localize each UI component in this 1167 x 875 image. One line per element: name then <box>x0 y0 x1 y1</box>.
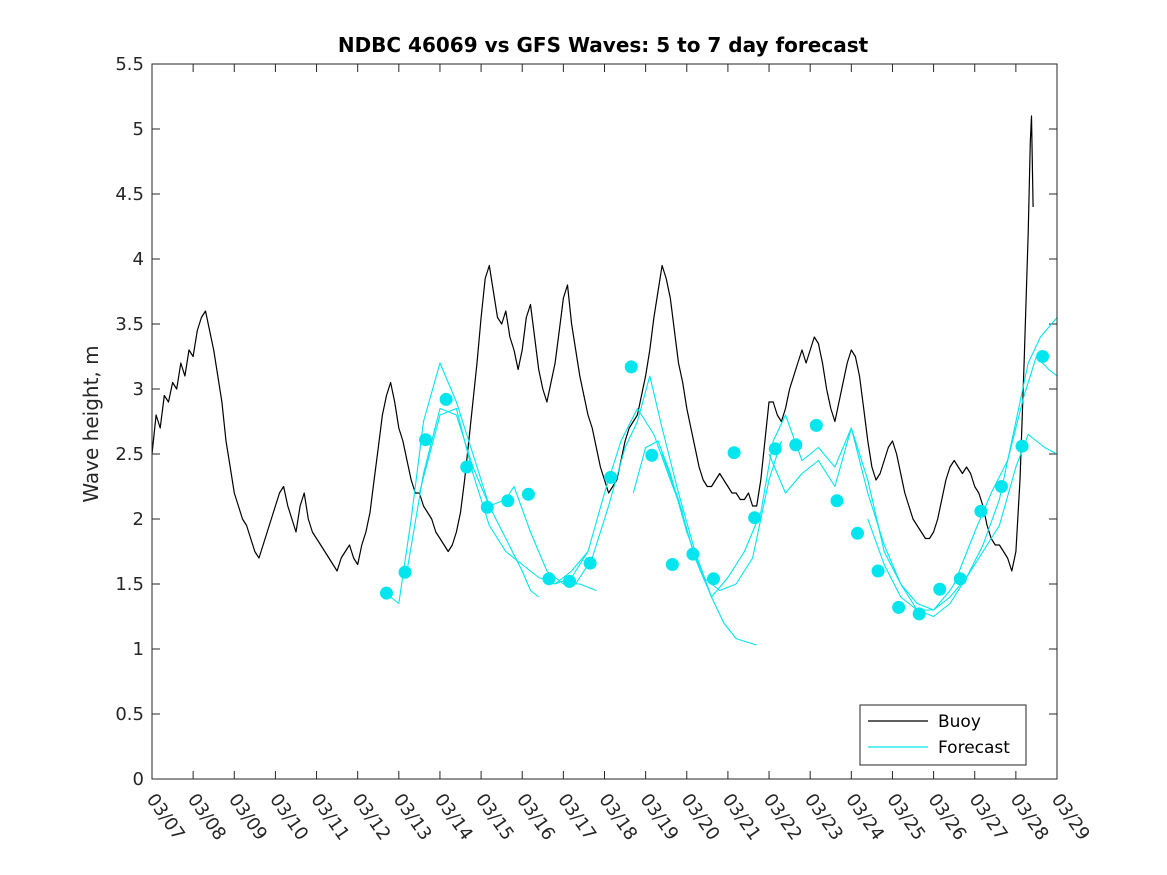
forecast-marker <box>789 438 803 452</box>
forecast-marker <box>583 556 597 570</box>
forecast-marker <box>974 504 988 518</box>
forecast-marker <box>953 572 967 586</box>
forecast-marker <box>686 547 700 561</box>
forecast-marker <box>604 470 618 484</box>
forecast-series-line-1 <box>390 362 540 605</box>
y-tick-label: 4 <box>133 249 144 270</box>
forecast-marker <box>994 480 1008 493</box>
forecast-marker <box>850 526 864 540</box>
forecast-marker <box>563 574 577 588</box>
forecast-marker <box>1015 439 1029 453</box>
forecast-series-line-5 <box>575 375 757 646</box>
forecast-marker <box>501 494 515 508</box>
forecast-marker <box>521 487 535 501</box>
y-tick-label: 5 <box>133 119 144 140</box>
forecast-marker <box>460 460 474 474</box>
forecast-marker <box>379 586 393 600</box>
legend: Buoy Forecast <box>859 704 1027 766</box>
y-tick-label: 3.5 <box>115 314 144 335</box>
chart-title: NDBC 46069 vs GFS Waves: 5 to 7 day fore… <box>338 33 869 57</box>
forecast-marker <box>439 392 453 406</box>
forecast-marker <box>624 360 638 374</box>
forecast-markers <box>379 350 1050 621</box>
forecast-marker <box>398 565 412 579</box>
forecast-marker <box>830 494 844 508</box>
buoy-series-line <box>151 115 1034 572</box>
y-tick-label: 0 <box>133 769 144 790</box>
forecast-series-line-3 <box>418 407 589 585</box>
plot-frame <box>151 63 1058 780</box>
forecast-marker <box>809 418 823 432</box>
y-tick-label: 2.5 <box>115 444 144 465</box>
forecast-marker <box>1036 350 1050 363</box>
y-tick-label: 3 <box>133 379 144 400</box>
forecast-series-line-7 <box>661 414 959 611</box>
forecast-series-line-4 <box>554 407 684 585</box>
y-axis-label: Wave height, m <box>79 345 103 502</box>
legend-forecast-label: Forecast <box>938 738 1010 758</box>
forecast-marker <box>542 572 556 586</box>
forecast-marker <box>871 564 885 578</box>
forecast-marker <box>665 558 679 571</box>
y-tick-label: 1 <box>133 639 144 660</box>
forecast-marker <box>480 500 494 514</box>
forecast-marker <box>892 600 906 614</box>
y-tick-label: 2 <box>133 509 144 530</box>
y-tick-label: 0.5 <box>115 704 144 725</box>
series-layer <box>151 115 1058 646</box>
legend-box <box>859 704 1027 766</box>
forecast-marker <box>748 511 762 525</box>
y-tick-label: 5.5 <box>115 54 144 75</box>
y-tick-label: 4.5 <box>115 184 144 205</box>
legend-buoy-label: Buoy <box>938 712 981 732</box>
forecast-series-line-10 <box>953 355 1058 585</box>
forecast-marker <box>419 433 433 447</box>
forecast-marker <box>933 582 947 596</box>
forecast-marker <box>727 446 741 460</box>
axis-ticks <box>151 63 1058 780</box>
y-tick-label: 1.5 <box>115 574 144 595</box>
forecast-marker <box>768 442 782 456</box>
forecast-marker <box>707 572 721 586</box>
y-tick-labels: 0 0.5 1 1.5 2 2.5 3 3.5 4 4.5 5 5.5 <box>115 54 144 790</box>
forecast-marker <box>645 448 659 462</box>
plot-area <box>152 64 1057 779</box>
forecast-marker <box>912 607 926 621</box>
